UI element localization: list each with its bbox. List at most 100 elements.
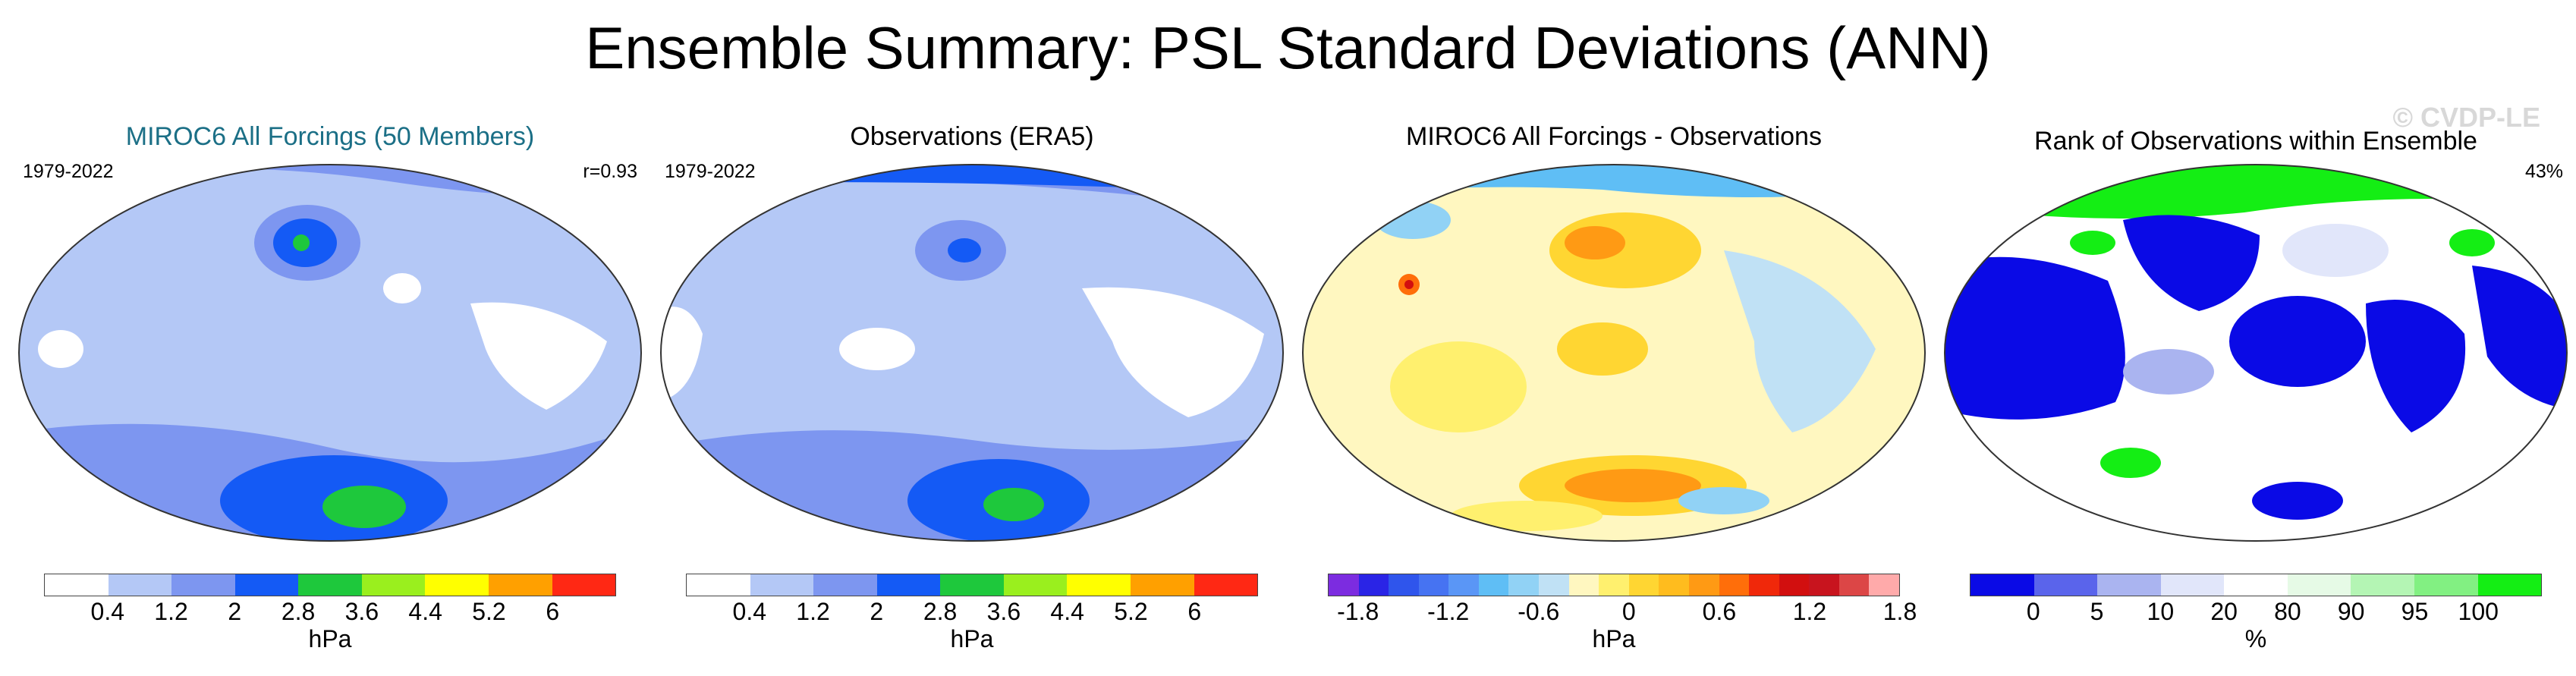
- map-difference: [1302, 164, 1926, 542]
- colorbar-swatch: [108, 574, 172, 596]
- colorbar-swatch: [1130, 574, 1194, 596]
- colorbar-tick-label: 1.2: [796, 598, 830, 625]
- colorbar-swatch: [45, 574, 109, 596]
- colorbar-tick-label: 2.8: [923, 598, 958, 625]
- colorbar-swatch: [1389, 574, 1419, 596]
- colorbar-tick-label: 1.8: [1882, 598, 1917, 625]
- colorbar-ticks-observations: 0.4 1.2 2 2.8 3.6 4.4 5.2 6: [686, 598, 1258, 628]
- colorbar-ticks-model: 0.4 1.2 2 2.8 3.6 4.4 5.2 6: [44, 598, 616, 628]
- colorbar-swatch: [2351, 574, 2414, 596]
- map-rank: [1944, 164, 2568, 542]
- colorbar-swatch: [1539, 574, 1569, 596]
- colorbar-swatch: [171, 574, 235, 596]
- colorbar-tick-label: 1.2: [1792, 598, 1827, 625]
- colorbar-swatch: [813, 574, 877, 596]
- colorbar-tick-label: 10: [2147, 598, 2175, 625]
- colorbar-tick-label: 5: [2090, 598, 2104, 625]
- colorbar-tick-label: 20: [2210, 598, 2238, 625]
- colorbar-tick-label: 6: [1187, 598, 1202, 625]
- figure-title: Ensemble Summary: PSL Standard Deviation…: [585, 14, 1991, 81]
- period-label: 1979-2022: [23, 161, 114, 182]
- colorbar-swatch: [1003, 574, 1068, 596]
- colorbar-tick-label: 4.4: [1050, 598, 1084, 625]
- colorbar-swatch: [1568, 574, 1599, 596]
- colorbar-swatch: [876, 574, 941, 596]
- panel-title: Observations (ERA5): [850, 122, 1094, 151]
- colorbar-swatch: [750, 574, 814, 596]
- correlation-label: r=0.93: [583, 161, 637, 182]
- colorbar-swatch: [2097, 574, 2161, 596]
- colorbar-swatch: [1809, 574, 1839, 596]
- colorbar-swatch: [1749, 574, 1779, 596]
- colorbar-swatch: [552, 574, 616, 596]
- panel-difference: MIROC6 All Forcings - Observations: [1299, 121, 1929, 546]
- colorbar-swatch: [2414, 574, 2478, 596]
- panel-title: MIROC6 All Forcings (50 Members): [125, 122, 535, 151]
- colorbar-swatch: [1194, 574, 1258, 596]
- colorbar-unit-rank: %: [2244, 625, 2267, 652]
- colorbar-tick-label: -1.2: [1427, 598, 1470, 625]
- colorbar-tick-label: 5.2: [1114, 598, 1148, 625]
- colorbar-tick-label: 90: [2337, 598, 2365, 625]
- colorbar-tick-label: -1.8: [1337, 598, 1379, 625]
- colorbar-swatch: [298, 574, 362, 596]
- colorbar-swatch: [940, 574, 1004, 596]
- colorbar-tick-label: 0.4: [732, 598, 767, 625]
- colorbar-swatch: [2477, 574, 2542, 596]
- colorbar-swatch: [425, 574, 489, 596]
- period-label: 1979-2022: [665, 161, 756, 182]
- colorbar-swatch: [1779, 574, 1810, 596]
- colorbar-swatch: [1358, 574, 1389, 596]
- panel-title: Rank of Observations within Ensemble: [2034, 127, 2477, 156]
- colorbar-swatch: [687, 574, 750, 596]
- colorbar-swatch: [1719, 574, 1750, 596]
- colorbar-tick-label: 0.6: [1702, 598, 1737, 625]
- colorbar-swatch: [1688, 574, 1719, 596]
- colorbar-observations: [686, 574, 1258, 596]
- colorbar-ticks-rank: 0 5 10 20 80 90 95 100: [1970, 598, 2542, 628]
- colorbar-swatch: [1508, 574, 1540, 596]
- colorbar-tick-label: -0.6: [1518, 598, 1560, 625]
- colorbar-ticks-difference: -1.8 -1.2 -0.6 0 0.6 1.2 1.8: [1328, 598, 1917, 628]
- colorbar-tick-label: 100: [2458, 598, 2499, 625]
- colorbar-swatch: [2160, 574, 2225, 596]
- colorbar-tick-label: 6: [546, 598, 560, 625]
- colorbar-swatch: [1971, 574, 2034, 596]
- colorbar-tick-label: 80: [2274, 598, 2301, 625]
- map-model: [18, 164, 642, 542]
- colorbar-tick-label: 95: [2401, 598, 2429, 625]
- panel-model: MIROC6 All Forcings (50 Members) 1979-20…: [15, 121, 645, 546]
- colorbar-swatch: [1448, 574, 1479, 596]
- colorbar-unit-difference: hPa: [1592, 625, 1636, 652]
- colorbar-unit-observations: hPa: [950, 625, 994, 652]
- colorbar-rank: [1970, 574, 2542, 596]
- colorbar-difference: [1328, 574, 1900, 596]
- colorbar-swatch: [234, 574, 299, 596]
- colorbar-swatch: [1067, 574, 1131, 596]
- colorbar-tick-label: 5.2: [472, 598, 506, 625]
- colorbar-swatch: [1329, 574, 1359, 596]
- panel-title: MIROC6 All Forcings - Observations: [1406, 122, 1822, 151]
- colorbar-tick-label: 2: [870, 598, 884, 625]
- rank-percent-label: 43%: [2524, 161, 2563, 182]
- colorbar-swatch: [361, 574, 426, 596]
- colorbar-model: [44, 574, 616, 596]
- colorbar-swatch: [2224, 574, 2288, 596]
- watermark: © CVDP-LE: [2392, 102, 2540, 133]
- colorbar-tick-label: 0: [1621, 598, 1636, 625]
- colorbar-swatch: [1418, 574, 1449, 596]
- panel-rank: © CVDP-LE Rank of Observations within En…: [1941, 102, 2571, 546]
- colorbar-swatch: [1838, 574, 1870, 596]
- colorbar-swatch: [1659, 574, 1689, 596]
- colorbar-unit-model: hPa: [308, 625, 352, 652]
- colorbar-tick-label: 4.4: [408, 598, 442, 625]
- colorbar-tick-label: 2: [228, 598, 242, 625]
- colorbar-tick-label: 3.6: [344, 598, 379, 625]
- colorbar-swatch: [2033, 574, 2098, 596]
- colorbar-swatch: [488, 574, 552, 596]
- colorbar-tick-label: 2.8: [281, 598, 316, 625]
- colorbar-tick-label: 0: [2026, 598, 2040, 625]
- colorbar-tick-label: 0.4: [90, 598, 125, 625]
- colorbar-swatch: [1478, 574, 1509, 596]
- colorbar-swatch: [1599, 574, 1629, 596]
